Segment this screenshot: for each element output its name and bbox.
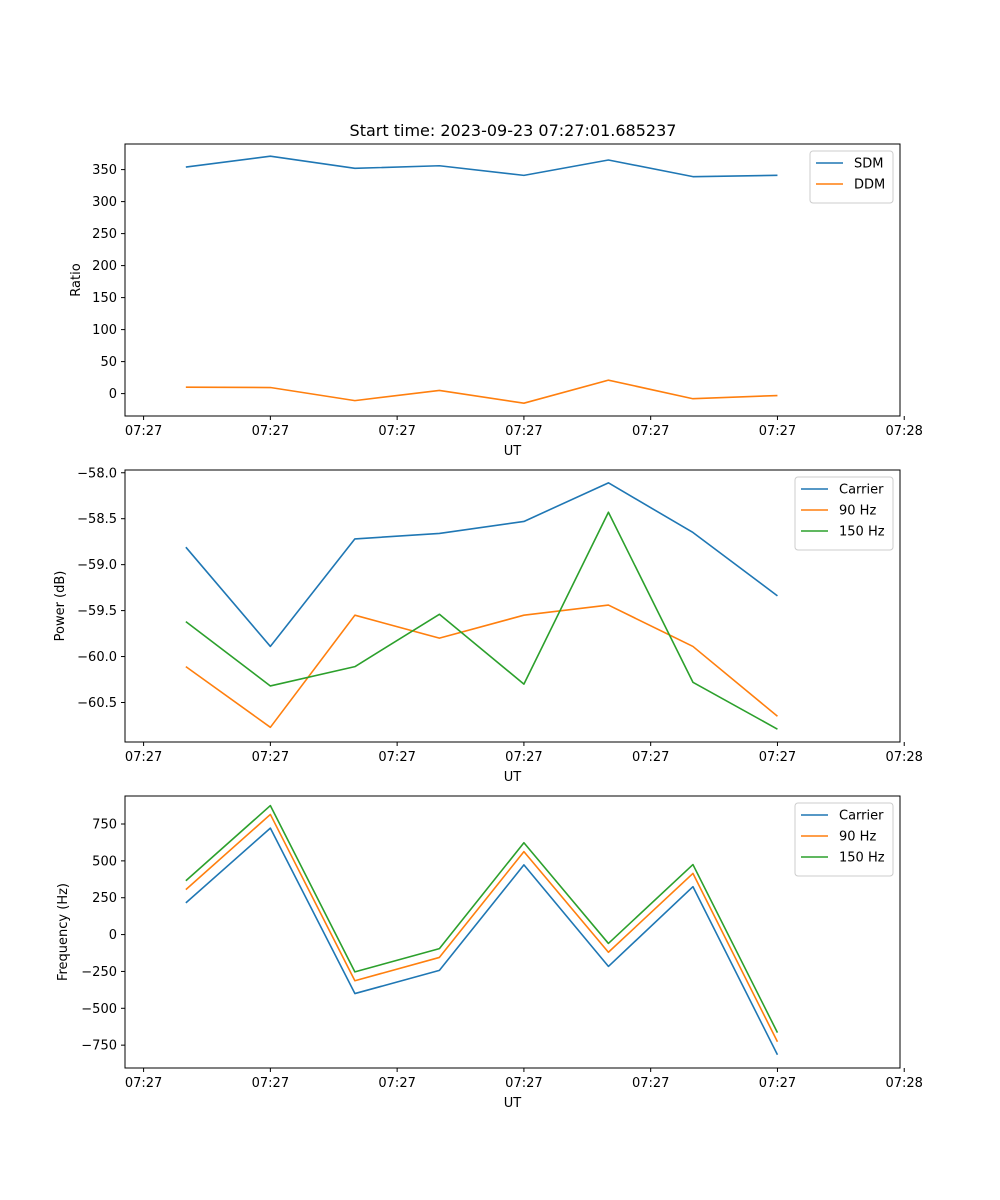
ratio-y-tick-label: 350 — [92, 163, 117, 178]
frequency-y-tick-label: 500 — [92, 854, 117, 869]
ratio-x-axis-label: UT — [504, 444, 522, 459]
ratio-x-tick-label: 07:27 — [252, 424, 289, 439]
frequency-y-tick-label: −250 — [81, 965, 117, 980]
legend-label-90hz: 90 Hz — [839, 504, 876, 519]
frequency-series-carrier-line — [185, 827, 779, 1056]
legend-label-carrier: Carrier — [839, 809, 884, 824]
power-y-tick-label: −60.5 — [77, 696, 117, 711]
ratio-y-tick-label: 150 — [92, 291, 117, 306]
frequency-x-tick-label: 07:27 — [378, 1076, 415, 1091]
frequency-y-tick-label: −500 — [81, 1002, 117, 1017]
ratio-x-tick-label: 07:28 — [885, 424, 922, 439]
frequency-x-tick-label: 07:28 — [885, 1076, 922, 1091]
power-series-carrier-line — [185, 482, 778, 648]
frequency-panel: 07:27 07:27 07:27 07:27 07:27 07:27 07:28 750 50… — [56, 795, 923, 1111]
ratio-y-tick-label: 50 — [100, 355, 117, 370]
frequency-x-tick-label: 07:27 — [505, 1076, 542, 1091]
power-x-tick-label: 07:27 — [632, 750, 669, 765]
ratio-x-tick-label: 07:27 — [378, 424, 415, 439]
ratio-series-sdm-line — [185, 155, 778, 178]
power-x-tick-label: 07:27 — [759, 750, 796, 765]
legend-label-sdm: SDM — [854, 157, 883, 172]
power-x-tick-label: 07:28 — [885, 750, 922, 765]
frequency-x-tick-label: 07:27 — [252, 1076, 289, 1091]
chart-title: Start time: 2023-09-23 07:27:01.685237 — [350, 121, 677, 140]
legend-label-carrier: Carrier — [839, 483, 884, 498]
frequency-axes-frame — [124, 795, 901, 1069]
power-series-90hz-line — [185, 604, 778, 729]
ratio-y-tick-label: 0 — [109, 387, 117, 402]
ratio-x-tick-label: 07:27 — [632, 424, 669, 439]
ratio-y-tick-label: 100 — [92, 323, 117, 338]
ratio-x-tick-label: 07:27 — [505, 424, 542, 439]
frequency-series-150hz-line — [185, 804, 779, 1033]
power-y-axis-label: Power (dB) — [53, 571, 68, 642]
frequency-y-tick-label: 750 — [92, 818, 117, 833]
ratio-axes-frame — [124, 143, 901, 417]
power-y-tick-label: −59.0 — [77, 558, 117, 573]
ratio-y-axis-label: Ratio — [69, 263, 84, 296]
power-x-tick-label: 07:27 — [125, 750, 162, 765]
power-panel: 07:27 07:27 07:27 07:27 07:27 07:27 07:28 −58.0… — [53, 466, 923, 785]
power-x-axis-label: UT — [504, 770, 522, 785]
legend-label-150hz: 150 Hz — [839, 851, 885, 866]
ratio-x-tick-label: 07:27 — [125, 424, 162, 439]
power-y-tick-label: −58.0 — [77, 466, 117, 481]
power-axes-frame — [124, 469, 901, 743]
ratio-series-ddm-line — [185, 379, 778, 405]
ratio-x-tick-label: 07:27 — [759, 424, 796, 439]
frequency-x-tick-label: 07:27 — [632, 1076, 669, 1091]
frequency-x-tick-label: 07:27 — [759, 1076, 796, 1091]
power-y-tick-label: −60.0 — [77, 650, 117, 665]
frequency-x-tick-label: 07:27 — [125, 1076, 162, 1091]
frequency-y-tick-label: −750 — [81, 1039, 117, 1054]
frequency-x-axis-label: UT — [504, 1096, 522, 1111]
power-y-tick-label: −58.5 — [77, 512, 117, 527]
ratio-y-tick-label: 250 — [92, 227, 117, 242]
power-x-tick-label: 07:27 — [505, 750, 542, 765]
power-x-tick-label: 07:27 — [378, 750, 415, 765]
frequency-y-tick-label: 250 — [92, 891, 117, 906]
power-x-tick-label: 07:27 — [252, 750, 289, 765]
frequency-series-90hz-line — [185, 813, 779, 1043]
ratio-y-tick-label: 300 — [92, 195, 117, 210]
frequency-y-axis-label: Frequency (Hz) — [56, 883, 71, 981]
ratio-panel: 07:27 07:27 07:27 07:27 07:27 07:27 07:28 0 50 10… — [69, 143, 923, 459]
ratio-y-tick-label: 200 — [92, 259, 117, 274]
legend-label-150hz: 150 Hz — [839, 525, 885, 540]
ratio-legend-box — [809, 150, 894, 204]
legend-label-90hz: 90 Hz — [839, 830, 876, 845]
legend-label-ddm: DDM — [854, 178, 885, 193]
power-series-150hz-line — [185, 511, 778, 730]
power-y-tick-label: −59.5 — [77, 604, 117, 619]
frequency-y-tick-label: 0 — [109, 928, 117, 943]
